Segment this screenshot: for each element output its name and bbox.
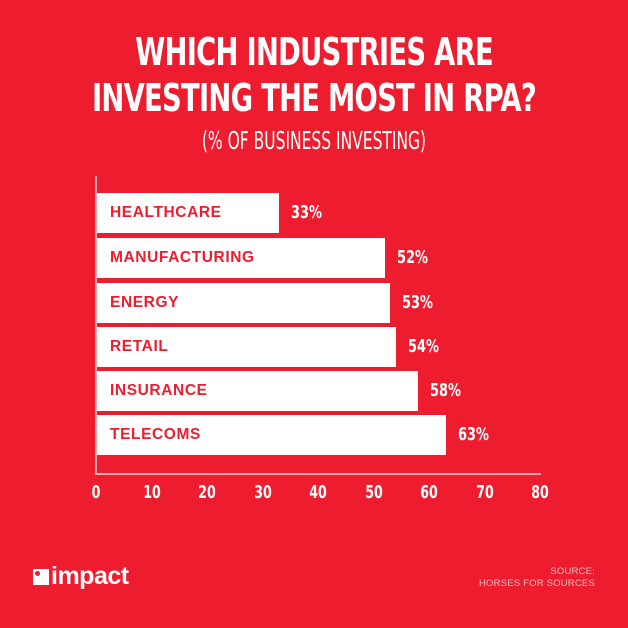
bar-value: 52%	[396, 247, 428, 268]
bar-retail: RETAIL	[97, 327, 396, 367]
chart-title-line-1: WHICH INDUSTRIES ARE	[135, 30, 494, 74]
source-name: HORSES FOR SOURCES	[478, 578, 595, 589]
chart-subtitle: (% OF BUSINESS INVESTING)	[201, 126, 427, 155]
x-tick: 80	[531, 482, 549, 503]
x-tick: 70	[475, 482, 494, 503]
x-tick: 10	[142, 482, 161, 503]
bar-label: TELECOMS	[110, 426, 201, 443]
bar-label: HEALTHCARE	[110, 204, 222, 221]
bar-value: 58%	[429, 380, 461, 401]
x-tick: 20	[198, 482, 216, 503]
logo-text: impact	[51, 562, 129, 590]
logo-mark-icon	[33, 569, 49, 585]
bar-label: RETAIL	[110, 338, 169, 355]
bar-telecoms: TELECOMS	[97, 415, 446, 455]
x-axis-line	[95, 473, 541, 475]
bar-value: 53%	[402, 292, 434, 313]
x-tick: 0	[91, 482, 101, 503]
bar-energy: ENERGY	[97, 283, 391, 323]
bar-manufacturing: MANUFACTURING	[97, 238, 385, 278]
bar-value: 54%	[407, 336, 439, 357]
source-label: SOURCE:	[550, 566, 595, 577]
bar-insurance: INSURANCE	[97, 371, 418, 411]
bar-label: MANUFACTURING	[110, 249, 255, 266]
y-axis-line	[95, 176, 97, 474]
impact-logo: impact	[33, 563, 129, 589]
chart-title-line-2: INVESTING THE MOST IN RPA?	[91, 76, 537, 120]
x-tick: 50	[364, 482, 383, 503]
bar-label: INSURANCE	[110, 382, 208, 399]
x-tick: 60	[420, 482, 438, 503]
bar-value: 33%	[291, 202, 323, 223]
bar-healthcare: HEALTHCARE	[97, 193, 280, 233]
bar-label: ENERGY	[110, 294, 180, 311]
x-tick: 40	[309, 482, 327, 503]
source-credit: SOURCE: HORSES FOR SOURCES	[479, 566, 595, 590]
bar-value: 63%	[457, 424, 489, 445]
x-tick: 30	[253, 482, 272, 503]
